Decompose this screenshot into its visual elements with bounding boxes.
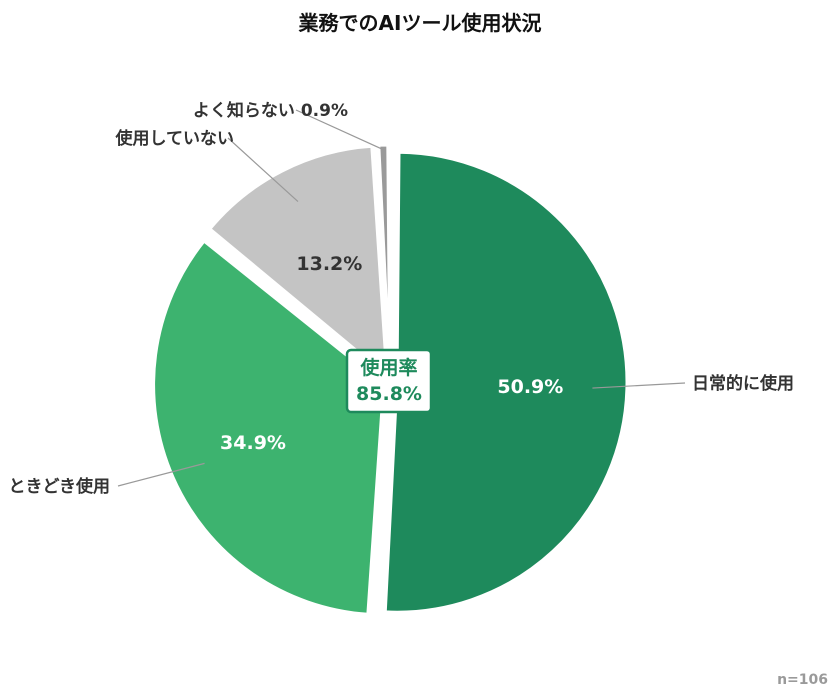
leader-lines bbox=[117, 109, 686, 487]
leader-line-1 bbox=[592, 382, 686, 389]
slice-category-label-3: 使用していない bbox=[115, 128, 235, 149]
pie-slice-3 bbox=[207, 144, 389, 380]
chart-title: 業務でのAIツール使用状況 bbox=[299, 11, 542, 35]
leader-line-4 bbox=[295, 109, 384, 151]
slice-value-label-2: 34.9% bbox=[220, 432, 286, 454]
slice-category-label-1: 日常的に使用 bbox=[692, 373, 794, 394]
leader-line-3 bbox=[227, 137, 299, 203]
slice-category-label-2: ときどき使用 bbox=[9, 476, 111, 497]
slice-value-label-3: 13.2% bbox=[296, 253, 362, 275]
pie-slice-2 bbox=[152, 238, 386, 616]
leader-line-2 bbox=[117, 462, 205, 487]
slice-category-label-4: よく知らない 0.9% bbox=[193, 100, 348, 121]
sample-size-note: n=106 bbox=[777, 672, 828, 688]
usage-rate-label: 使用率 bbox=[359, 356, 417, 379]
pie-slices bbox=[152, 143, 629, 616]
usage-rate-value: 85.8% bbox=[356, 383, 422, 405]
slice-labels: 50.9% 日常的に使用 34.9% ときどき使用 13.2% 使用していない よく知らない… bbox=[9, 100, 795, 497]
usage-rate-badge: 使用率 85.8% bbox=[345, 348, 433, 414]
pie-slice-1 bbox=[383, 150, 629, 614]
slice-value-label-1: 50.9% bbox=[497, 376, 563, 398]
pie-slice-4 bbox=[377, 143, 392, 376]
